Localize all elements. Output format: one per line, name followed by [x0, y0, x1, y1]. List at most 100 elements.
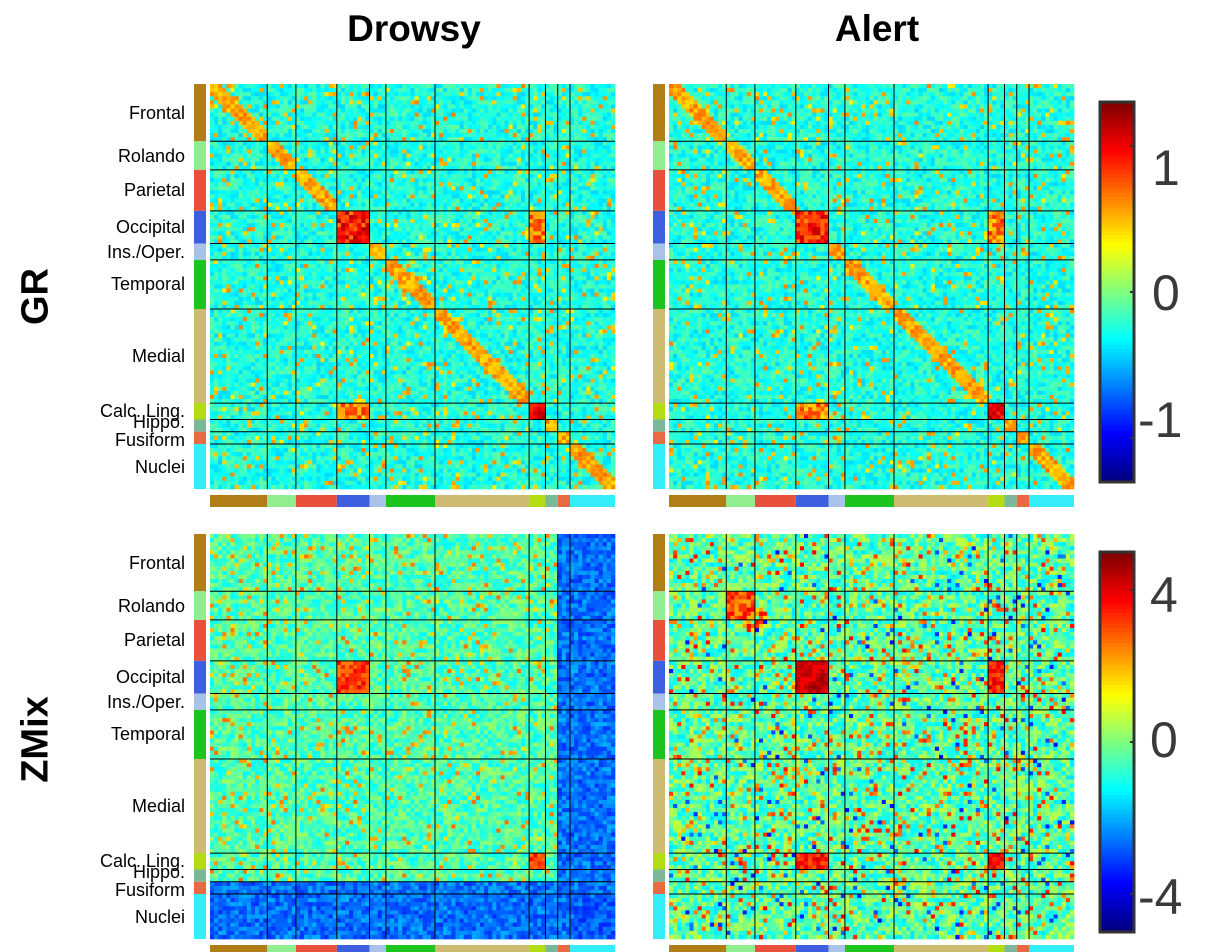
- heatmap-cell: [398, 104, 402, 108]
- heatmap-cell: [472, 178, 476, 182]
- heatmap-cell: [451, 194, 455, 198]
- heatmap-cell: [341, 133, 345, 137]
- heatmap-cell: [239, 125, 243, 129]
- heatmap-cell: [239, 178, 243, 182]
- heatmap-cell: [423, 133, 427, 137]
- heatmap-cell: [590, 178, 594, 182]
- heatmap-cell: [275, 186, 279, 190]
- heatmap-cell: [570, 219, 574, 223]
- heatmap-cell: [214, 252, 218, 256]
- heatmap-cell: [271, 252, 275, 256]
- heatmap-cell: [255, 92, 259, 96]
- heatmap-cell: [545, 174, 549, 178]
- heatmap-cell: [468, 215, 472, 219]
- heatmap-cell: [455, 235, 459, 239]
- heatmap-cell: [423, 121, 427, 125]
- heatmap-cell: [320, 194, 324, 198]
- heatmap-cell: [390, 154, 394, 158]
- heatmap-cell: [378, 162, 382, 166]
- heatmap-cell: [308, 113, 312, 117]
- heatmap-cell: [337, 211, 341, 215]
- heatmap-cell: [574, 215, 578, 219]
- heatmap-cell: [447, 223, 451, 227]
- heatmap-cell: [226, 113, 230, 117]
- heatmap-cell: [595, 88, 599, 92]
- heatmap-cell: [521, 174, 525, 178]
- heatmap-cell: [570, 194, 574, 198]
- heatmap-cell: [578, 248, 582, 252]
- heatmap-cell: [280, 223, 284, 227]
- heatmap-cell: [480, 182, 484, 186]
- heatmap-cell: [484, 109, 488, 113]
- heatmap-cell: [582, 96, 586, 100]
- heatmap-cell: [353, 203, 357, 207]
- heatmap-cell: [214, 96, 218, 100]
- heatmap-cell: [599, 203, 603, 207]
- heatmap-cell: [320, 203, 324, 207]
- heatmap-cell: [271, 182, 275, 186]
- heatmap-cell: [361, 113, 365, 117]
- heatmap-cell: [402, 113, 406, 117]
- heatmap-cell: [439, 149, 443, 153]
- heatmap-cell: [222, 227, 226, 231]
- heatmap-cell: [288, 260, 292, 264]
- heatmap-cell: [533, 141, 537, 145]
- heatmap-cell: [603, 178, 607, 182]
- heatmap-cell: [488, 260, 492, 264]
- heatmap-cell: [345, 125, 349, 129]
- heatmap-cell: [435, 158, 439, 162]
- heatmap-cell: [374, 199, 378, 203]
- heatmap-cell: [492, 154, 496, 158]
- heatmap-cell: [243, 170, 247, 174]
- heatmap-cell: [296, 170, 300, 174]
- heatmap-cell: [398, 231, 402, 235]
- heatmap-cell: [443, 170, 447, 174]
- heatmap-cell: [582, 186, 586, 190]
- heatmap-cell: [545, 231, 549, 235]
- heatmap-cell: [574, 248, 578, 252]
- heatmap-cell: [410, 133, 414, 137]
- heatmap-cell: [267, 178, 271, 182]
- heatmap-cell: [578, 178, 582, 182]
- heatmap-cell: [562, 182, 566, 186]
- heatmap-cell: [267, 194, 271, 198]
- heatmap-cell: [288, 223, 292, 227]
- heatmap-cell: [312, 88, 316, 92]
- heatmap-cell: [509, 235, 513, 239]
- heatmap-cell: [341, 194, 345, 198]
- heatmap-cell: [239, 248, 243, 252]
- heatmap-cell: [562, 149, 566, 153]
- heatmap-cell: [284, 125, 288, 129]
- heatmap-cell: [595, 182, 599, 186]
- heatmap-cell: [423, 145, 427, 149]
- heatmap-cell: [325, 96, 329, 100]
- heatmap-cell: [226, 178, 230, 182]
- heatmap-cell: [578, 149, 582, 153]
- heatmap-cell: [255, 211, 259, 215]
- heatmap-cell: [451, 211, 455, 215]
- heatmap-cell: [337, 215, 341, 219]
- heatmap-cell: [455, 199, 459, 203]
- heatmap-cell: [300, 96, 304, 100]
- heatmap-cell: [435, 223, 439, 227]
- heatmap-cell: [280, 133, 284, 137]
- heatmap-cell: [447, 182, 451, 186]
- heatmap-cell: [419, 199, 423, 203]
- heatmap-cell: [488, 252, 492, 256]
- heatmap-cell: [455, 129, 459, 133]
- heatmap-cell: [410, 113, 414, 117]
- heatmap-cell: [529, 223, 533, 227]
- heatmap-cell: [271, 178, 275, 182]
- heatmap-cell: [316, 182, 320, 186]
- heatmap-cell: [415, 129, 419, 133]
- heatmap-cell: [374, 231, 378, 235]
- heatmap-cell: [590, 162, 594, 166]
- heatmap-cell: [226, 182, 230, 186]
- heatmap-cell: [410, 174, 414, 178]
- heatmap-cell: [570, 211, 574, 215]
- heatmap-cell: [300, 125, 304, 129]
- heatmap-cell: [345, 117, 349, 121]
- heatmap-cell: [451, 248, 455, 252]
- heatmap-cell: [300, 190, 304, 194]
- heatmap-cell: [435, 154, 439, 158]
